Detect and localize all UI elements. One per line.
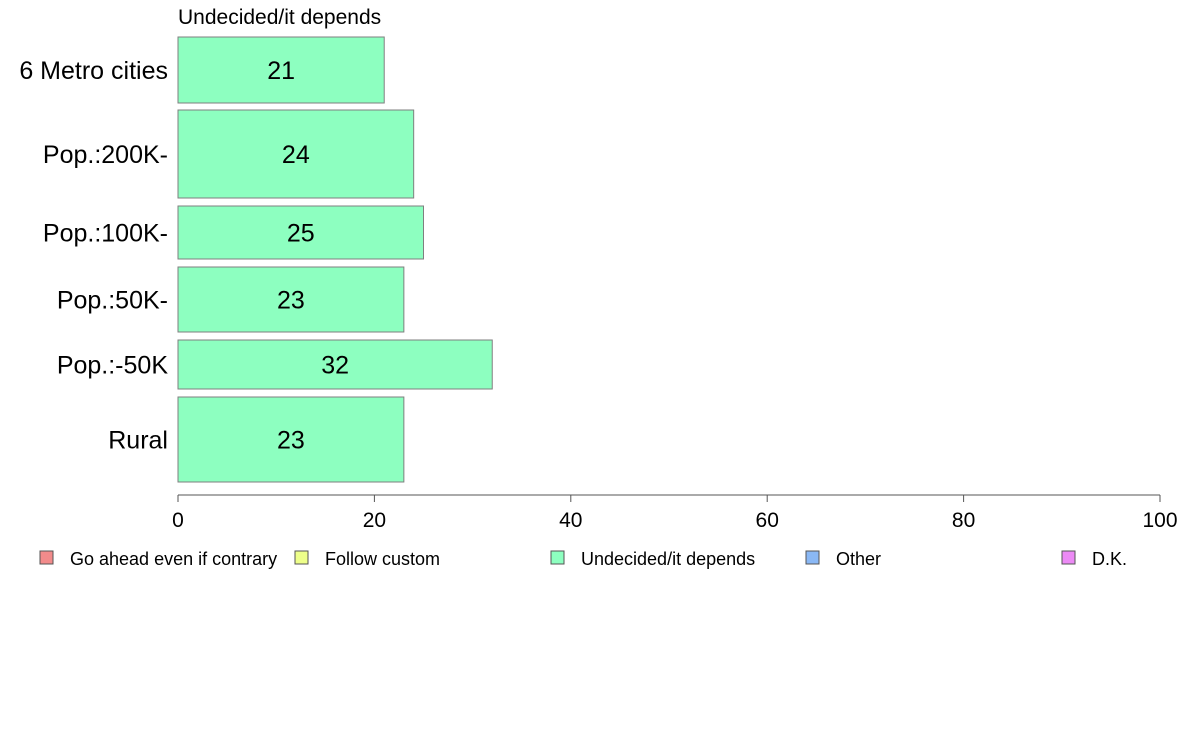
bar [177, 266, 405, 333]
bar-value-label: 21 [267, 57, 295, 85]
bar-value-label: 23 [277, 287, 305, 315]
legend-swatch [1061, 550, 1076, 565]
category-label: Pop.:-50K [57, 352, 169, 380]
legend-swatch [550, 550, 565, 565]
bar-value-label: 25 [287, 220, 315, 248]
x-tick-label: 40 [559, 509, 582, 532]
x-tick-label: 20 [363, 509, 386, 532]
x-tick-label: 100 [1142, 509, 1177, 532]
category-label: Pop.:200K- [43, 141, 168, 169]
x-tick-label: 80 [952, 509, 975, 532]
x-tick-label: 0 [172, 509, 184, 532]
category-label: 6 Metro cities [19, 57, 168, 85]
bar-value-label: 23 [277, 427, 305, 455]
x-axis: 0 20 40 60 80 100 [172, 494, 1178, 532]
legend-label: Undecided/it depends [581, 549, 755, 569]
legend-swatch [39, 550, 54, 565]
legend: Go ahead even if contrary Follow custom Un… [39, 549, 1127, 569]
category-labels: 6 Metro cities Pop.:200K- Pop.:100K- Pop.:5… [19, 57, 168, 455]
bar [177, 36, 385, 104]
bars-group: 21 24 25 23 32 23 [177, 36, 493, 483]
bar [177, 205, 424, 260]
bar [177, 396, 405, 483]
legend-label: Follow custom [325, 549, 440, 569]
category-label: Pop.:50K- [57, 287, 168, 315]
legend-label: Go ahead even if contrary [70, 549, 277, 569]
legend-swatch [294, 550, 309, 565]
bar [177, 109, 415, 199]
bar-value-label: 24 [282, 141, 310, 169]
x-tick-label: 60 [756, 509, 779, 532]
bar [177, 339, 493, 390]
legend-label: Other [836, 549, 881, 569]
category-label: Pop.:100K- [43, 220, 168, 248]
bar-value-label: 32 [321, 352, 349, 380]
chart-title: Undecided/it depends [178, 6, 381, 29]
category-label: Rural [108, 427, 168, 455]
legend-swatch [805, 550, 820, 565]
legend-label: D.K. [1092, 549, 1127, 569]
